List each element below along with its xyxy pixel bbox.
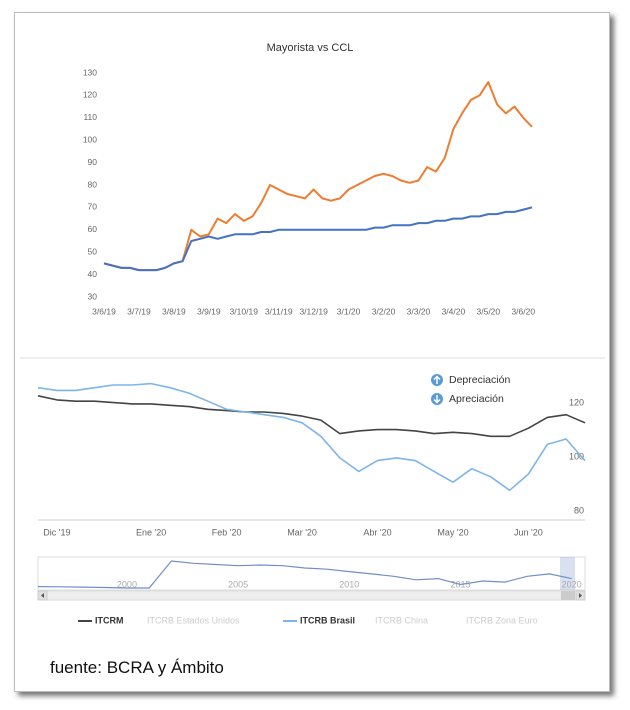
x-tick-label: May '20 (437, 527, 468, 537)
y-tick-label: 40 (88, 269, 98, 279)
x-tick-label: 2020 (562, 579, 582, 589)
chart-title: Mayorista vs CCL (267, 42, 354, 54)
arrow (41, 593, 44, 598)
x-tick-label: 3/1/20 (337, 306, 361, 316)
x-tick-label: 3/10/19 (230, 306, 259, 316)
x-tick-label: 3/2/20 (372, 306, 396, 316)
legend-label: ITCRB China (375, 615, 428, 625)
annotation: Apreciación (449, 393, 504, 405)
x-tick-label: 3/4/20 (442, 306, 466, 316)
y-tick-label: 50 (88, 246, 98, 256)
series-line (103, 206, 533, 272)
annotation-down (431, 393, 443, 405)
y-tick-label: 130 (83, 67, 97, 77)
series-line (103, 81, 533, 272)
scroll-thumb[interactable] (561, 591, 575, 600)
x-tick-label: 3/11/19 (265, 306, 293, 316)
y-tick-label: 100 (569, 452, 584, 462)
x-tick-label: Jun '20 (514, 527, 543, 537)
x-tick-label: Feb '20 (212, 527, 242, 537)
navigator-line (37, 560, 572, 589)
y-tick-label: 70 (88, 202, 98, 212)
x-tick-label: 3/5/20 (477, 306, 501, 316)
y-tick-label: 60 (88, 224, 98, 234)
legend-label: ITCRB Zona Euro (466, 615, 538, 625)
x-tick-label: Dic '19 (43, 527, 70, 537)
series-line (37, 382, 586, 492)
scrollbar[interactable] (37, 590, 586, 601)
x-tick-label: 3/12/19 (299, 306, 328, 316)
x-tick-label: 3/7/19 (127, 306, 151, 316)
navigator (37, 556, 586, 591)
x-tick-label: 2000 (117, 579, 137, 589)
x-tick-label: 3/3/20 (407, 306, 431, 316)
x-tick-label: 2005 (228, 579, 248, 589)
navigator-selection[interactable] (560, 557, 575, 590)
y-tick-label: 80 (574, 506, 584, 516)
y-tick-label: 120 (83, 90, 97, 100)
annotation-up (431, 374, 443, 386)
y-tick-label: 110 (83, 112, 97, 122)
y-tick-label: 100 (83, 134, 97, 144)
x-tick-label: Ene '20 (136, 527, 166, 537)
x-tick-label: Abr '20 (363, 527, 391, 537)
x-tick-label: 3/6/19 (92, 306, 116, 316)
arrow (579, 593, 582, 598)
footer: fuente: BCRA y Ámbito (50, 658, 224, 677)
series-line (37, 395, 586, 438)
x-tick-label: 2010 (339, 579, 359, 589)
legend-label: ITCRM (95, 615, 124, 625)
x-tick-label: Mar '20 (287, 527, 317, 537)
y-tick-label: 120 (569, 398, 584, 408)
legend-label: ITCRB Brasil (300, 615, 355, 625)
x-tick-label: 3/8/19 (162, 306, 186, 316)
annotation: Depreciación (449, 374, 510, 386)
y-tick-label: 90 (88, 157, 98, 167)
x-tick-label: 3/6/20 (511, 306, 535, 316)
y-tick-label: 80 (88, 179, 98, 189)
x-tick-label: 3/9/19 (197, 306, 221, 316)
legend-label: ITCRB Estados Unidos (147, 615, 240, 625)
y-tick-label: 30 (88, 291, 98, 301)
